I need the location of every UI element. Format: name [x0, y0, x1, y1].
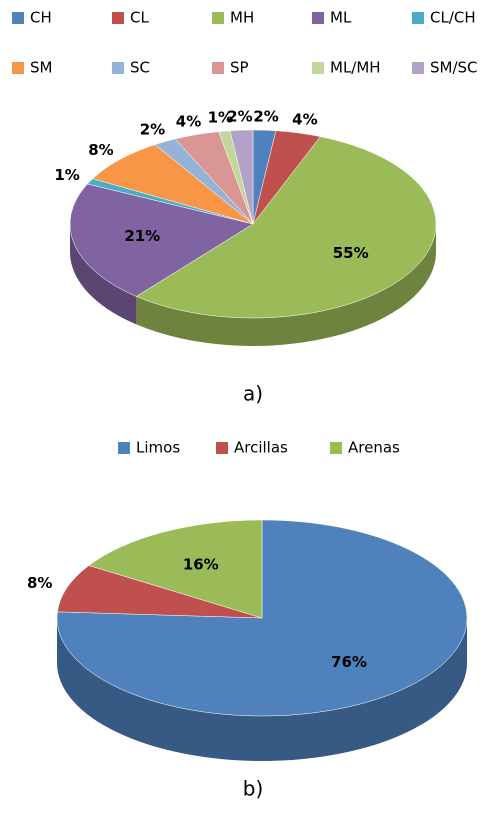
legend-swatch: [312, 62, 324, 74]
data-label: 55%: [333, 244, 369, 262]
caption: b): [243, 777, 264, 801]
legend-label: ML: [330, 9, 352, 27]
legend-label: ML/MH: [330, 59, 381, 77]
legend-swatch: [112, 12, 124, 24]
data-label: 21%: [124, 227, 160, 245]
legend-label: CH: [30, 9, 52, 27]
data-label: 16%: [183, 555, 219, 573]
data-label: 4%: [176, 113, 201, 131]
legend-swatch: [412, 62, 424, 74]
legend-label: SP: [230, 59, 249, 77]
legend-swatch: [12, 12, 24, 24]
legend-label: Arcillas: [234, 439, 288, 457]
data-label: 2%: [227, 108, 252, 126]
slice: [135, 136, 437, 319]
legend-swatch: [216, 442, 228, 454]
legend-swatch: [212, 62, 224, 74]
data-label: 4%: [292, 111, 317, 129]
data-label: 1%: [54, 166, 79, 184]
legend-label: Arenas: [348, 439, 400, 457]
slice-side: [57, 618, 467, 761]
data-label: 2%: [140, 121, 165, 139]
slice-side: [70, 224, 137, 325]
caption: a): [243, 382, 263, 406]
slice: [88, 519, 263, 619]
legend-swatch: [412, 12, 424, 24]
legend-swatch: [118, 442, 130, 454]
data-label: 8%: [27, 574, 52, 592]
slice: [229, 129, 254, 225]
legend-label: SC: [130, 59, 150, 77]
slice: [92, 144, 254, 225]
legend-swatch: [12, 62, 24, 74]
legend-swatch: [312, 12, 324, 24]
data-label: 76%: [331, 653, 367, 671]
legend-label: SM: [30, 59, 52, 77]
data-label: 2%: [253, 108, 278, 126]
legend-label: SM/SC: [430, 59, 478, 77]
data-label: 8%: [88, 141, 113, 159]
slice-side: [136, 224, 436, 347]
slice: [56, 519, 468, 717]
legend-label: CL: [130, 9, 149, 27]
slice: [69, 183, 254, 297]
legend-label: Limos: [136, 439, 180, 457]
legend-label: MH: [230, 9, 254, 27]
legend-swatch: [212, 12, 224, 24]
data-label: 1%: [208, 109, 233, 127]
slice: [57, 565, 263, 619]
legend-swatch: [112, 62, 124, 74]
legend-swatch: [330, 442, 342, 454]
legend-label: CL/CH: [430, 9, 476, 27]
